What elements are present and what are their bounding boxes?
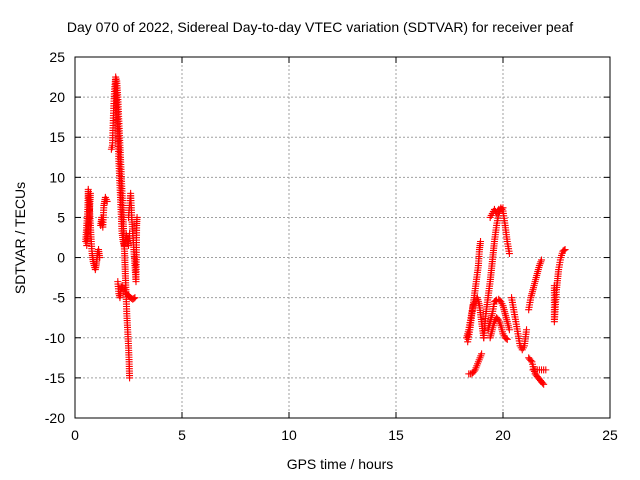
y-tick-label: -20 — [45, 410, 65, 426]
data-point — [130, 294, 138, 302]
y-tick-label: 15 — [49, 129, 65, 145]
data-point — [494, 315, 502, 323]
x-tick-label: 15 — [388, 427, 404, 443]
data-point — [527, 357, 535, 365]
data-point — [133, 213, 141, 221]
y-tick-label: 10 — [49, 169, 65, 185]
x-tick-label: 25 — [602, 427, 618, 443]
data-point — [560, 246, 568, 254]
x-tick-label: 0 — [71, 427, 79, 443]
y-tick-label: -10 — [45, 330, 65, 346]
data-point — [86, 189, 94, 197]
x-tick-label: 10 — [281, 427, 297, 443]
data-point — [538, 256, 546, 264]
data-point — [502, 335, 510, 343]
data-point — [542, 366, 550, 374]
y-tick-label: -5 — [53, 290, 66, 306]
x-tick-label: 5 — [178, 427, 186, 443]
data-point — [503, 335, 511, 343]
y-tick-label: 25 — [49, 49, 65, 65]
y-tick-label: -15 — [45, 370, 65, 386]
data-point — [478, 350, 486, 358]
data-point — [477, 238, 485, 246]
data-point — [103, 197, 111, 205]
data-point — [505, 250, 513, 258]
data-point — [540, 380, 548, 388]
data-point — [536, 260, 544, 268]
chart-title: Day 070 of 2022, Sidereal Day-to-day VTE… — [66, 19, 574, 35]
x-axis-label: GPS time / hours — [286, 456, 394, 472]
data-point — [96, 254, 104, 262]
x-tick-label: 20 — [495, 427, 511, 443]
data-point — [505, 326, 513, 334]
grid-lines — [75, 57, 610, 418]
data-point — [131, 294, 139, 302]
data-point — [523, 326, 531, 334]
data-point — [561, 246, 569, 254]
y-tick-label: 0 — [57, 250, 65, 266]
data-point — [539, 379, 547, 387]
data-point — [126, 374, 134, 382]
plot-frame — [74, 56, 611, 419]
y-tick-label: 20 — [49, 89, 65, 105]
data-point — [499, 204, 507, 212]
axis-ticks: 0 5 10 15 20 25 -20 -15 -10 -5 0 5 10 15 20 25 — [45, 49, 618, 443]
y-tick-label: 5 — [57, 209, 65, 225]
data-points — [82, 73, 569, 388]
